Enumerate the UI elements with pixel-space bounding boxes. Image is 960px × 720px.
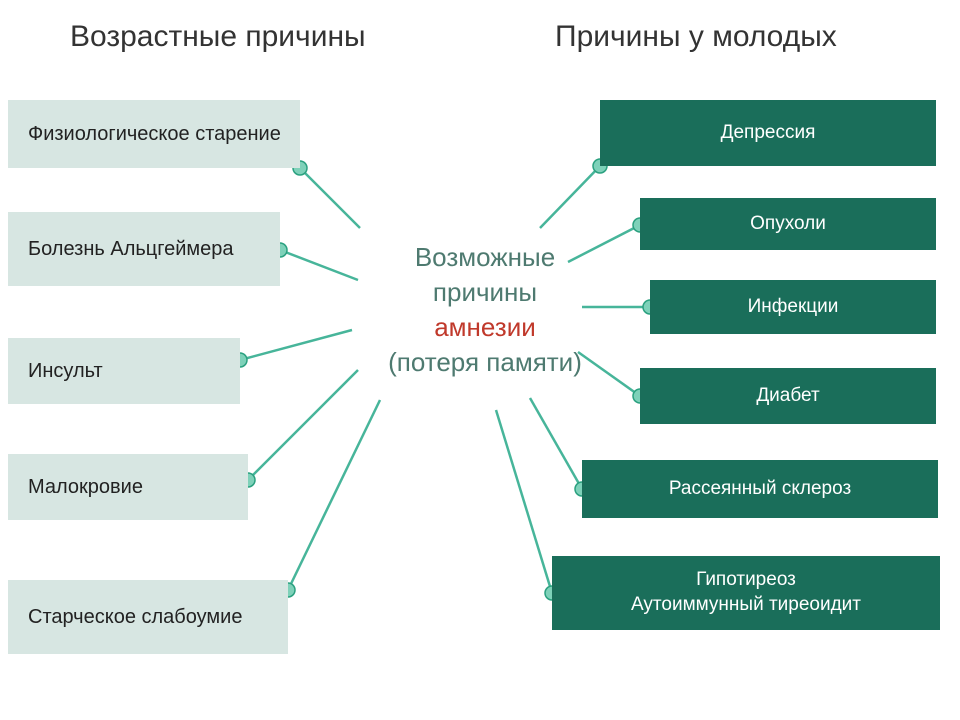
connector-aging <box>300 168 360 228</box>
cause-box-aging: Физиологическое старение <box>8 100 300 168</box>
cause-box-alzheimer: Болезнь Альцгеймера <box>8 212 280 286</box>
title-age-related: Возрастные причины <box>70 20 366 54</box>
connector-hypothyroid <box>496 410 552 593</box>
title-young: Причины у молодых <box>555 20 837 54</box>
cause-box-dementia: Старческое слабоумие <box>8 580 288 654</box>
center-line: причины <box>360 275 610 310</box>
center-label: Возможныепричиныамнезии(потеря памяти) <box>360 240 610 380</box>
cause-box-depression: Депрессия <box>600 100 936 166</box>
connector-anemia <box>248 370 358 480</box>
connector-dementia <box>288 400 380 590</box>
center-line: амнезии <box>360 310 610 345</box>
connector-stroke <box>240 330 352 360</box>
connector-depression <box>540 166 600 228</box>
cause-box-stroke: Инсульт <box>8 338 240 404</box>
cause-box-diabetes: Диабет <box>640 368 936 424</box>
center-line: Возможные <box>360 240 610 275</box>
center-line: (потеря памяти) <box>360 345 610 380</box>
cause-box-ms: Рассеянный склероз <box>582 460 938 518</box>
diagram-canvas: Возрастные причины Причины у молодых Физ… <box>0 0 960 720</box>
cause-box-anemia: Малокровие <box>8 454 248 520</box>
cause-box-infections: Инфекции <box>650 280 936 334</box>
connector-alzheimer <box>280 250 358 280</box>
cause-box-tumors: Опухоли <box>640 198 936 250</box>
connector-ms <box>530 398 582 489</box>
cause-box-hypothyroid: Гипотиреоз Аутоиммунный тиреоидит <box>552 556 940 630</box>
